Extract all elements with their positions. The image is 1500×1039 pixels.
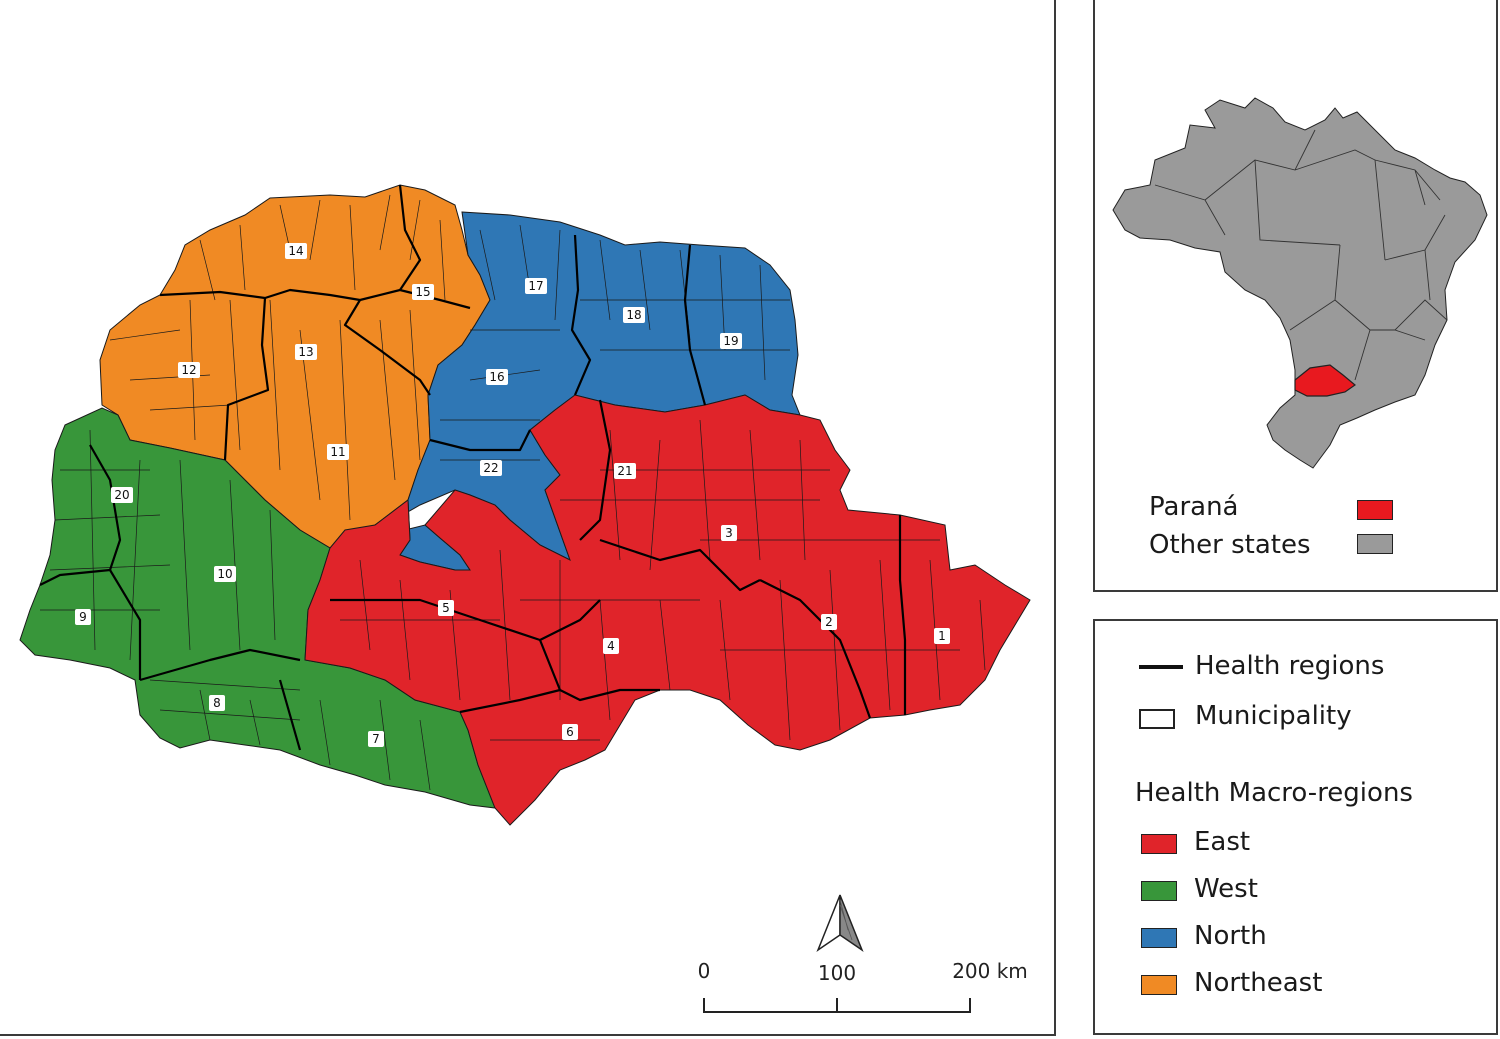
- region-label: 9: [75, 609, 91, 625]
- scale-label-200: 200 km: [952, 959, 1028, 983]
- svg-text:5: 5: [442, 601, 450, 615]
- svg-text:22: 22: [483, 461, 498, 475]
- region-label: 12: [178, 362, 200, 378]
- svg-text:15: 15: [415, 285, 430, 299]
- region-label: 6: [562, 724, 578, 740]
- region-label: 3: [721, 525, 737, 541]
- region-label: 7: [368, 731, 384, 747]
- svg-text:19: 19: [723, 334, 738, 348]
- svg-text:16: 16: [489, 370, 504, 384]
- main-map: 1 2 3 4 5 6 7 8 9 10 11 12 13 14 15 16 1…: [19, 184, 1031, 1013]
- health-region-borders: [39, 184, 907, 751]
- svg-text:7: 7: [372, 732, 380, 746]
- inset-map-frame: Paraná Other states: [1093, 0, 1498, 592]
- municipality-symbol: [1139, 709, 1175, 729]
- svg-text:2: 2: [825, 615, 833, 629]
- inset-legend-parana-label: Paraná: [1149, 492, 1239, 522]
- region-label: 22: [480, 460, 502, 476]
- macro-west: [19, 407, 496, 809]
- region-label: 11: [327, 444, 349, 460]
- region-label: 15: [412, 284, 434, 300]
- region-label: 19: [720, 333, 742, 349]
- legend-macro-title: Health Macro-regions: [1135, 778, 1413, 808]
- legend-northeast-label: Northeast: [1194, 968, 1323, 998]
- region-label: 1: [934, 628, 950, 644]
- region-label: 10: [214, 566, 236, 582]
- legend-frame: Health regions Municipality Health Macro…: [1093, 619, 1498, 1035]
- parana-state: [1294, 364, 1356, 397]
- region-label: 5: [438, 600, 454, 616]
- svg-text:11: 11: [330, 445, 345, 459]
- health-regions-line-symbol: [1139, 665, 1183, 669]
- brazil-other-states: [1112, 97, 1488, 469]
- legend-north-label: North: [1194, 921, 1267, 951]
- region-label: 18: [623, 307, 645, 323]
- legend-east-swatch: [1141, 834, 1177, 854]
- region-label: 16: [486, 369, 508, 385]
- region-label: 8: [209, 695, 225, 711]
- region-label: 21: [614, 463, 636, 479]
- legend-west-swatch: [1141, 881, 1177, 901]
- macro-east: [304, 394, 1031, 826]
- legend-northeast-swatch: [1141, 975, 1177, 995]
- svg-text:14: 14: [288, 244, 303, 258]
- legend-municipality-label: Municipality: [1195, 701, 1352, 731]
- inset-legend-other-swatch: [1357, 534, 1393, 554]
- brazil-inset-map: [1112, 97, 1488, 469]
- svg-text:17: 17: [528, 279, 543, 293]
- svg-text:20: 20: [114, 488, 129, 502]
- inset-legend-other-label: Other states: [1149, 530, 1311, 560]
- svg-text:3: 3: [725, 526, 733, 540]
- svg-text:13: 13: [298, 345, 313, 359]
- svg-text:9: 9: [79, 610, 87, 624]
- north-arrow-icon: [816, 894, 864, 953]
- svg-text:8: 8: [213, 696, 221, 710]
- legend-east-label: East: [1194, 827, 1251, 857]
- region-label: 14: [285, 243, 307, 259]
- state-borders: [1154, 129, 1448, 381]
- svg-text:6: 6: [566, 725, 574, 739]
- region-label: 17: [525, 278, 547, 294]
- svg-text:12: 12: [181, 363, 196, 377]
- region-label: 2: [821, 614, 837, 630]
- legend-health-regions-label: Health regions: [1195, 651, 1385, 681]
- region-label: 13: [295, 344, 317, 360]
- region-label: 20: [111, 487, 133, 503]
- svg-text:1: 1: [938, 629, 946, 643]
- legend-north-swatch: [1141, 928, 1177, 948]
- svg-text:10: 10: [217, 567, 232, 581]
- scale-bar: 0 100 200 km: [698, 959, 1028, 1013]
- scale-label-100: 100: [818, 961, 856, 985]
- region-label: 4: [603, 638, 619, 654]
- legend-west-label: West: [1194, 874, 1258, 904]
- svg-text:4: 4: [607, 639, 615, 653]
- svg-text:18: 18: [626, 308, 641, 322]
- scale-label-0: 0: [698, 959, 711, 983]
- svg-text:21: 21: [617, 464, 632, 478]
- inset-legend-parana-swatch: [1357, 500, 1393, 520]
